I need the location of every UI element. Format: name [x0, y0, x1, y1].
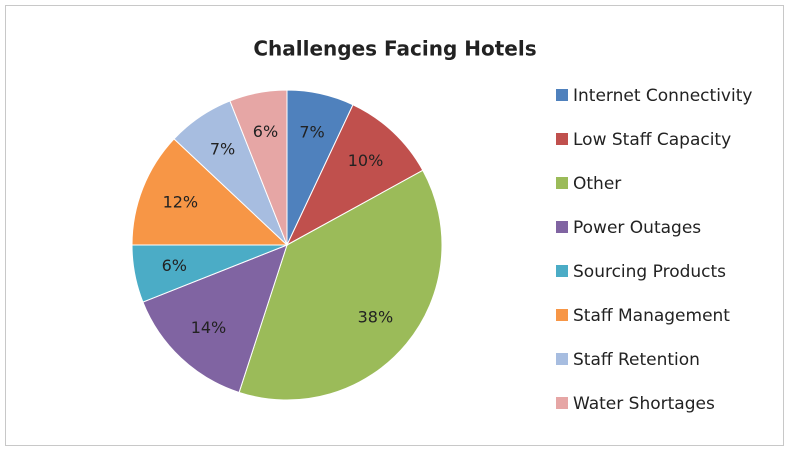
legend-label: Staff Management — [573, 306, 730, 326]
pie-slice — [238, 169, 443, 401]
legend-label: Internet Connectivity — [573, 86, 752, 106]
slice-label: 7% — [210, 140, 235, 159]
slice-label: 6% — [162, 256, 187, 275]
slice-label: 14% — [191, 318, 227, 337]
slice-label: 12% — [163, 192, 199, 211]
legend-label: Power Outages — [573, 218, 701, 238]
legend-swatch — [556, 397, 568, 409]
legend-swatch — [556, 89, 568, 101]
legend-swatch — [556, 221, 568, 233]
legend-label: Other — [573, 174, 621, 194]
pie-slice — [131, 138, 289, 246]
slice-label: 10% — [348, 151, 384, 170]
legend-label: Staff Retention — [573, 350, 700, 370]
legend-swatch — [556, 265, 568, 277]
legend-label: Low Staff Capacity — [573, 130, 731, 150]
slice-label: 6% — [253, 122, 278, 141]
legend-label: Water Shortages — [573, 394, 715, 414]
legend-label: Sourcing Products — [573, 262, 726, 282]
legend-swatch — [556, 309, 568, 321]
chart-title: Challenges Facing Hotels — [253, 37, 536, 61]
legend-swatch — [556, 177, 568, 189]
pie-slice — [229, 89, 288, 246]
slice-label: 38% — [358, 308, 394, 327]
pie-slice — [285, 104, 424, 247]
legend-swatch — [556, 133, 568, 145]
legend-swatch — [556, 353, 568, 365]
slice-label: 7% — [299, 123, 324, 142]
pie-slice — [142, 244, 288, 394]
